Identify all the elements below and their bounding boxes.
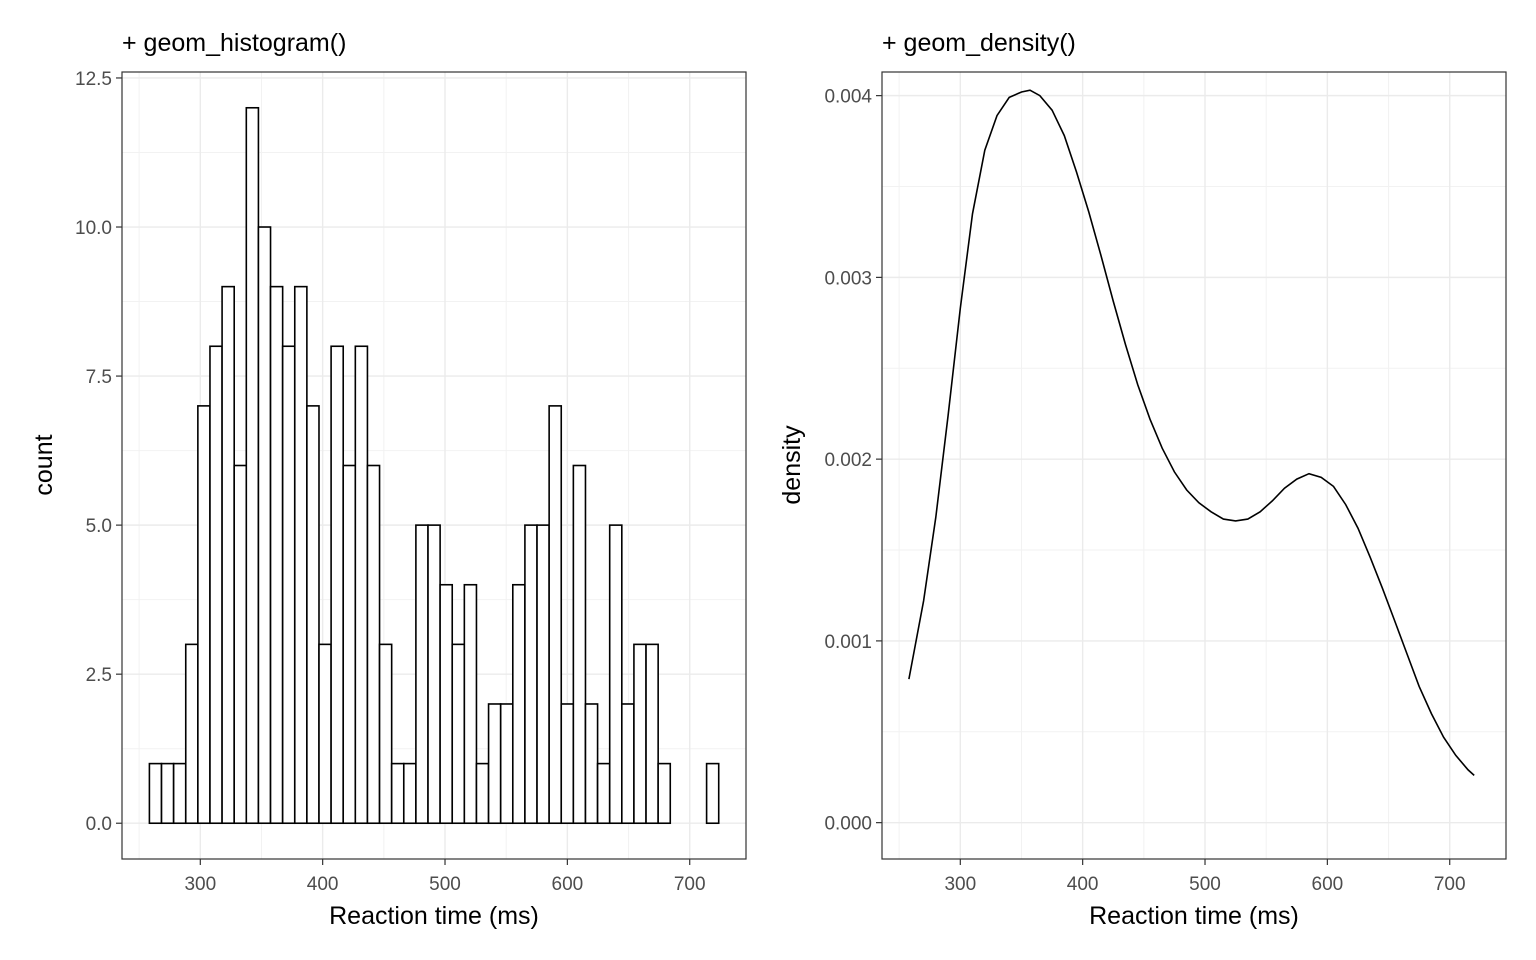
y-tick-label: 2.5 xyxy=(86,665,112,686)
histogram-bars xyxy=(148,106,720,825)
histogram-bar xyxy=(233,464,248,825)
y-tick-label: 0.0 xyxy=(86,814,112,835)
density-plot-border xyxy=(881,71,1507,860)
density-x-axis-title: Reaction time (ms) xyxy=(1089,902,1299,930)
y-tick-label: 0.003 xyxy=(824,268,872,289)
histogram-bar xyxy=(257,226,272,825)
density-gridlines xyxy=(882,72,1506,859)
histogram-bar xyxy=(427,524,441,825)
histogram-bar xyxy=(415,524,429,825)
y-tick-label: 10.0 xyxy=(75,218,112,239)
histogram-bar xyxy=(148,762,163,825)
x-tick-label: 500 xyxy=(1189,874,1221,895)
histogram-bar xyxy=(487,703,502,825)
histogram-bar xyxy=(645,643,659,825)
histogram-bar xyxy=(633,643,647,825)
histogram-bar xyxy=(184,643,199,825)
histogram-bar xyxy=(548,405,563,825)
histogram-bar xyxy=(499,703,514,825)
density-curve xyxy=(908,89,1475,776)
histogram-bar xyxy=(209,345,223,825)
histogram-plot-border xyxy=(121,71,747,860)
density-y-axis-title: density xyxy=(778,425,806,505)
x-tick-label: 600 xyxy=(552,874,584,895)
histogram-bar xyxy=(269,285,284,825)
histogram-bar xyxy=(621,703,635,825)
histogram-bar xyxy=(378,643,393,825)
histogram-bar xyxy=(245,106,260,825)
density-axis-ticks: 300 400 500 600 700 0.000 0.001 0.002 0.003 0.004 xyxy=(824,87,1465,895)
y-tick-label: 0.001 xyxy=(824,632,872,653)
histogram-bar xyxy=(439,583,454,825)
y-tick-label: 5.0 xyxy=(86,516,112,537)
histogram-bar xyxy=(572,464,587,825)
histogram-bar xyxy=(390,762,405,825)
histogram-bar xyxy=(596,762,611,825)
histogram-bar xyxy=(536,524,550,825)
x-tick-label: 700 xyxy=(1434,874,1466,895)
histogram-y-axis-title: count xyxy=(30,434,58,495)
histogram-bar xyxy=(293,285,308,825)
histogram-bar xyxy=(366,464,381,825)
histogram-bar xyxy=(318,643,332,825)
histogram-bar xyxy=(560,703,575,825)
y-tick-label: 0.004 xyxy=(824,87,872,108)
histogram-bar xyxy=(584,703,599,825)
histogram-bar xyxy=(511,583,526,825)
x-tick-label: 500 xyxy=(429,874,461,895)
y-tick-label: 0.000 xyxy=(824,814,872,835)
x-tick-label: 300 xyxy=(184,874,216,895)
histogram-bar xyxy=(402,762,417,825)
histogram-bar xyxy=(281,345,296,825)
density-title: + geom_density() xyxy=(882,29,1076,57)
y-tick-label: 0.002 xyxy=(824,450,872,471)
histogram-bar xyxy=(330,345,345,825)
histogram-bar xyxy=(221,285,235,825)
density-panel: + geom_density() 300 400 500 600 700 0.000 0.0… xyxy=(778,29,1507,930)
histogram-bar xyxy=(354,345,369,825)
histogram-bar xyxy=(306,405,320,825)
histogram-bar xyxy=(342,464,357,825)
histogram-panel: + geom_histogram() 300 400 500 600 700 0.0 2.5… xyxy=(30,29,747,930)
histogram-bar xyxy=(451,643,466,825)
histogram-bar xyxy=(657,762,672,825)
x-tick-label: 600 xyxy=(1312,874,1344,895)
histogram-x-axis-title: Reaction time (ms) xyxy=(329,902,539,930)
y-tick-label: 12.5 xyxy=(75,69,112,90)
histogram-title: + geom_histogram() xyxy=(122,29,346,57)
histogram-axis-ticks: 300 400 500 600 700 0.0 2.5 5.0 7.5 10.0 12.5 xyxy=(75,69,706,895)
histogram-bar xyxy=(608,524,623,825)
x-tick-label: 400 xyxy=(1067,874,1099,895)
x-tick-label: 400 xyxy=(307,874,339,895)
x-tick-label: 300 xyxy=(944,874,976,895)
histogram-bar xyxy=(705,762,720,825)
histogram-bar xyxy=(172,762,187,825)
x-tick-label: 700 xyxy=(674,874,706,895)
y-tick-label: 7.5 xyxy=(86,367,112,388)
histogram-bar xyxy=(463,583,478,825)
histogram-bar xyxy=(197,405,211,825)
histogram-bar xyxy=(475,762,490,825)
histogram-bar xyxy=(524,524,538,825)
histogram-bar xyxy=(160,762,175,825)
